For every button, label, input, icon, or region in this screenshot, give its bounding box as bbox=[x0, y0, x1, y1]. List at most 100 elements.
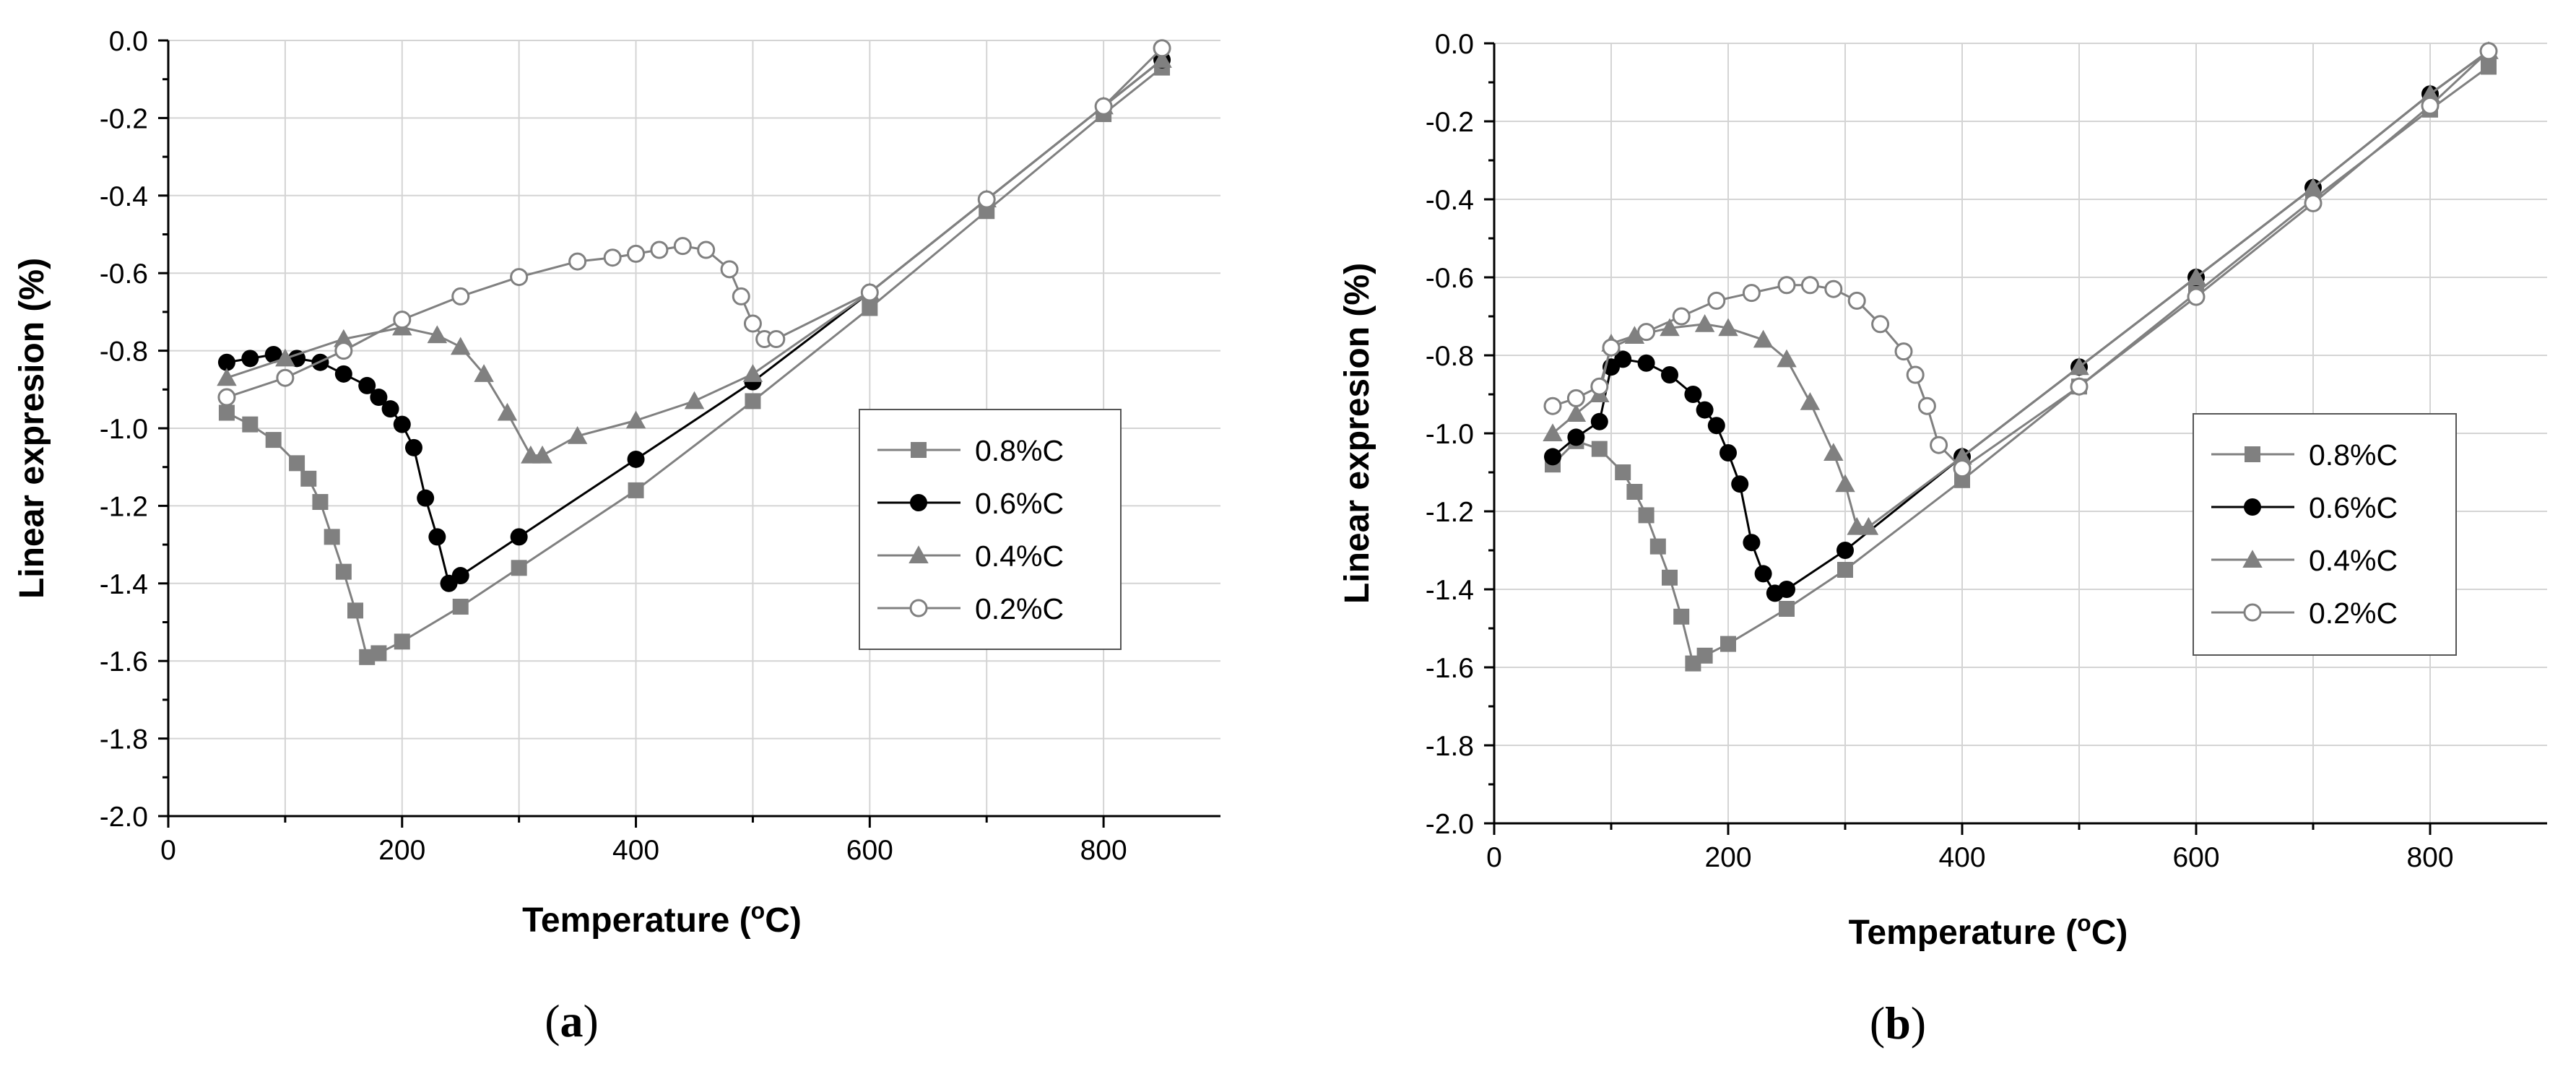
data-point bbox=[650, 240, 669, 259]
data-point bbox=[1696, 401, 1714, 419]
y-tick-label: -1.2 bbox=[1426, 497, 1474, 528]
legend-entry: 0.8%C bbox=[877, 434, 1064, 467]
x-tick-label: 0 bbox=[1486, 842, 1502, 873]
y-tick-label: -0.8 bbox=[1426, 341, 1474, 372]
data-point bbox=[428, 528, 446, 546]
x-tick-label: 800 bbox=[1080, 835, 1127, 866]
y-tick-label: -0.2 bbox=[1426, 107, 1474, 138]
data-point bbox=[860, 283, 879, 302]
data-point bbox=[334, 342, 353, 360]
legend-entry: 0.2%C bbox=[877, 592, 1064, 625]
data-point bbox=[497, 402, 518, 421]
data-point bbox=[312, 494, 329, 511]
data-point bbox=[1719, 444, 1737, 462]
data-point bbox=[1637, 323, 1656, 342]
y-tick-label: -2.0 bbox=[100, 802, 148, 833]
data-point bbox=[628, 482, 644, 498]
data-point bbox=[1615, 464, 1631, 480]
data-point bbox=[289, 455, 305, 472]
data-point bbox=[1543, 423, 1563, 441]
x-tick-label: 800 bbox=[2406, 842, 2453, 873]
data-point bbox=[1696, 647, 1713, 664]
data-point bbox=[1566, 404, 1587, 422]
data-point bbox=[1153, 39, 1171, 58]
data-point bbox=[370, 389, 388, 407]
data-point bbox=[1823, 443, 1844, 461]
y-tick-label: -0.2 bbox=[100, 103, 148, 134]
data-point bbox=[1590, 412, 1608, 430]
legend-label: 0.2%C bbox=[2309, 597, 2398, 630]
legend-entry: 0.4%C bbox=[877, 540, 1064, 573]
x-axis-title-unit: C) bbox=[2091, 914, 2128, 952]
y-tick-label: -1.8 bbox=[100, 724, 148, 755]
data-point bbox=[417, 489, 435, 507]
x-tick-label: 600 bbox=[846, 835, 893, 866]
data-point bbox=[1707, 417, 1725, 435]
x-axis-title-superscript: o bbox=[2077, 910, 2091, 936]
panel-label-letter: a bbox=[560, 995, 584, 1046]
legend-label: 0.8%C bbox=[2309, 438, 2398, 472]
data-point bbox=[217, 388, 236, 407]
data-point bbox=[697, 240, 716, 259]
legend-marker bbox=[910, 494, 927, 511]
data-point bbox=[1694, 314, 1715, 332]
data-point bbox=[603, 248, 622, 267]
data-point bbox=[347, 602, 364, 619]
y-axis-title: Linear expresion (%) bbox=[13, 258, 51, 599]
data-point bbox=[627, 450, 645, 468]
y-tick-label: -0.4 bbox=[1426, 185, 1474, 216]
data-point bbox=[2421, 96, 2440, 115]
chart-panel-a: 0.0 -0.2 -0.4 -0.6 -0.8 -1.0 -1.2 -1.4 -1.6 -1.8 -… bbox=[13, 26, 1220, 1046]
data-point bbox=[1858, 516, 1879, 535]
data-point bbox=[335, 563, 352, 580]
legend-marker bbox=[2245, 446, 2260, 462]
x-tick-label: 400 bbox=[1938, 842, 1985, 873]
y-tick-label: -1.8 bbox=[1426, 731, 1474, 762]
data-point bbox=[1906, 365, 1925, 384]
data-point bbox=[1953, 459, 1972, 478]
data-point bbox=[532, 445, 552, 464]
data-point bbox=[370, 645, 387, 662]
data-point bbox=[1152, 50, 1172, 68]
data-point bbox=[1649, 538, 1666, 555]
x-tick-label: 0 bbox=[160, 835, 176, 866]
panel-label-close: ) bbox=[584, 995, 599, 1046]
data-point bbox=[2481, 58, 2497, 75]
data-point bbox=[393, 415, 411, 433]
x-tick-label: 400 bbox=[612, 835, 659, 866]
data-point bbox=[1753, 329, 1774, 348]
data-point bbox=[1543, 396, 1562, 415]
x-axis-title: Temperature (oC) bbox=[522, 898, 802, 940]
y-tick-label: -2.0 bbox=[1426, 809, 1474, 840]
legend-label: 0.8%C bbox=[975, 434, 1064, 467]
data-point bbox=[264, 345, 282, 363]
y-tick-label: -1.4 bbox=[1426, 575, 1474, 606]
legend-marker bbox=[911, 442, 927, 458]
panel-label: (a) bbox=[545, 995, 599, 1046]
data-point bbox=[275, 348, 295, 367]
legend-entry: 0.2%C bbox=[2211, 597, 2398, 630]
data-point bbox=[1917, 396, 1936, 415]
x-axis-title-text: Temperature ( bbox=[1849, 914, 2078, 952]
data-point bbox=[394, 633, 410, 650]
data-point bbox=[732, 287, 750, 306]
panel-label: (b) bbox=[1870, 997, 1926, 1049]
legend-entry: 0.4%C bbox=[2211, 544, 2398, 577]
data-point bbox=[2420, 84, 2440, 103]
data-point bbox=[276, 368, 295, 387]
data-point bbox=[1835, 474, 1855, 493]
data-point bbox=[673, 237, 692, 256]
legend: 0.8%C 0.6%C 0.4%C 0.2%C bbox=[859, 409, 1122, 650]
data-point bbox=[742, 364, 763, 382]
data-point bbox=[1777, 349, 1797, 368]
data-point bbox=[767, 329, 786, 348]
data-point bbox=[2186, 267, 2206, 285]
data-point bbox=[625, 410, 646, 429]
series-04c bbox=[217, 50, 1172, 464]
x-axis-title-text: Temperature ( bbox=[522, 901, 751, 940]
data-point bbox=[1718, 318, 1738, 337]
legend-label: 0.6%C bbox=[975, 487, 1064, 520]
panel-label-open: ( bbox=[1870, 997, 1885, 1049]
data-point bbox=[510, 528, 528, 546]
